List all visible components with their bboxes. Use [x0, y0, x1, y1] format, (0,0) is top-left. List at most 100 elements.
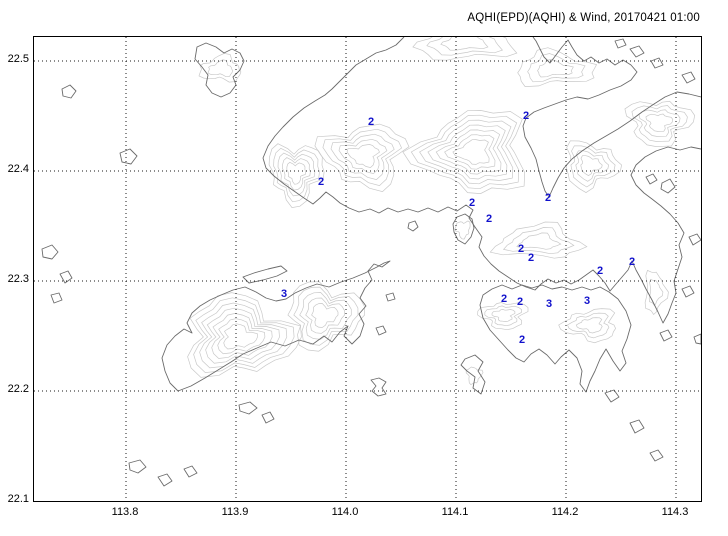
station-aqhi-value: 2	[629, 256, 635, 268]
terrain-contour-line	[293, 286, 359, 346]
y-tick-label: 22.4	[7, 163, 29, 175]
terrain-contour-line	[570, 145, 616, 188]
x-tick-label: 114.0	[331, 506, 359, 518]
station-aqhi-value: 2	[486, 213, 492, 225]
terrain-contour-line	[426, 37, 504, 56]
x-tick-label: 114.2	[551, 506, 579, 518]
coastline-path	[522, 37, 701, 198]
terrain-contour-line	[567, 312, 610, 339]
terrain-contour-line	[299, 292, 352, 340]
coastline-path	[629, 419, 645, 434]
terrain-contour-line	[631, 105, 688, 142]
terrain-contour-line	[516, 232, 562, 250]
station-aqhi-value: 2	[318, 176, 324, 188]
coastline-path	[261, 411, 275, 424]
terrain-contour-line	[489, 221, 588, 259]
terrain-contour-line	[305, 297, 345, 334]
terrain-contour-line	[440, 37, 489, 51]
terrain-contour-line	[205, 307, 280, 364]
terrain-contour-line	[502, 227, 575, 255]
station-aqhi-value: 2	[469, 197, 475, 209]
station-aqhi-value: 3	[281, 288, 287, 300]
x-tick-label: 113.8	[111, 506, 139, 518]
station-aqhi-value: 2	[523, 110, 529, 122]
terrain-contour-line	[330, 133, 395, 180]
coastline-path	[61, 84, 77, 99]
terrain-contour-line	[527, 53, 586, 83]
station-aqhi-value: 3	[584, 295, 590, 307]
coastline-path	[407, 220, 419, 232]
terrain-contour-line	[477, 302, 529, 331]
coastline-path	[688, 233, 701, 246]
terrain-contour-line	[580, 155, 603, 177]
y-tick-label: 22.2	[7, 383, 29, 395]
coastline-path	[660, 178, 676, 194]
terrain-contour-line	[187, 292, 302, 378]
station-aqhi-value: 2	[501, 293, 507, 305]
coastline-path	[645, 173, 658, 185]
terrain-contour-line	[412, 37, 518, 61]
coastline-path	[460, 354, 486, 395]
terrain-contour-line	[624, 100, 696, 147]
coastline-path	[194, 42, 245, 98]
figure-title: AQHI(EPD)(AQHI) & Wind, 20170421 01:00	[467, 12, 700, 24]
y-tick-label: 22.1	[7, 493, 29, 505]
terrain-contour-line	[644, 269, 669, 316]
station-aqhi-value: 2	[528, 252, 534, 264]
terrain-contour-line	[311, 303, 339, 328]
terrain-contour-line	[427, 124, 508, 180]
coastline-path	[375, 325, 387, 336]
terrain-contour-line	[211, 313, 273, 359]
terrain-contour-line	[452, 139, 490, 165]
terrain-contour-line	[517, 47, 598, 87]
terrain-contour-line	[322, 128, 403, 186]
y-tick-label: 22.5	[7, 53, 29, 65]
x-tick-label: 113.9	[221, 506, 249, 518]
terrain-contour-line	[537, 58, 574, 78]
coastline-path	[479, 284, 632, 393]
coastline-path	[59, 270, 73, 284]
terrain-contour-line	[193, 297, 295, 373]
terrain-contour-line	[444, 134, 496, 170]
coastline-path	[681, 285, 695, 298]
coastline-path	[693, 333, 701, 345]
coastline	[41, 37, 701, 487]
terrain-contour-line	[273, 147, 320, 203]
coastline-path	[385, 292, 396, 302]
station-aqhi-value: 2	[517, 296, 523, 308]
station-aqhi-value: 3	[546, 298, 552, 310]
coastline-path	[659, 329, 673, 342]
station-aqhi-value: 2	[518, 243, 524, 255]
terrain-contour-line	[207, 59, 234, 78]
terrain-contour-line	[575, 150, 609, 182]
terrain-contour-line	[419, 119, 514, 185]
terrain-contour-line	[268, 143, 325, 208]
coastline-path	[629, 45, 645, 58]
terrain-contour-line	[435, 129, 502, 175]
coastline-path	[128, 459, 147, 474]
terrain-contour-line	[198, 53, 242, 83]
y-tick-label: 22.3	[7, 273, 29, 285]
station-aqhi-value: 2	[368, 116, 374, 128]
terrain-contour-line	[565, 140, 622, 194]
terrain-contour-line	[465, 366, 484, 386]
terrain-contours	[187, 37, 696, 386]
coastline-path	[41, 244, 59, 260]
terrain-contour-line	[338, 138, 388, 174]
coastline-path	[604, 389, 620, 403]
terrain-contour-line	[402, 110, 526, 194]
coastline-path	[650, 57, 664, 69]
terrain-contour-line	[454, 220, 471, 240]
coastline-path	[681, 71, 696, 84]
station-aqhi-value: 2	[597, 265, 603, 277]
coastline-path	[50, 292, 63, 304]
terrain-contour-line	[558, 308, 616, 344]
terrain-contour-line	[410, 114, 520, 190]
coastline-path	[452, 213, 475, 245]
terrain-contour-line	[645, 113, 674, 132]
coastline-path	[614, 38, 627, 49]
coastline-path	[183, 465, 198, 478]
